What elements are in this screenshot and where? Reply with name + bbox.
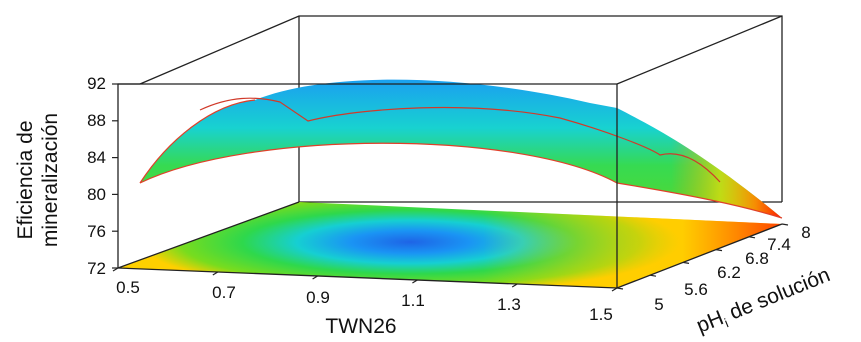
y-axis-ticks: 5 5.6 6.2 6.8 7.4 8 xyxy=(654,223,810,314)
surface-front-edge xyxy=(139,142,618,184)
x-tick-label: 0.7 xyxy=(212,283,236,302)
y-axis-title: pHi de solución xyxy=(693,263,834,340)
x-axis-ticks: 0.5 0.7 0.9 1.1 1.3 1.5 xyxy=(116,278,613,324)
y-tick-mark xyxy=(748,236,756,239)
y-tick-label: 6.8 xyxy=(745,249,769,268)
y-tick-mark xyxy=(715,249,723,252)
y-axis-title-subscript: i xyxy=(722,315,730,330)
y-tick-mark xyxy=(781,223,789,226)
surface-left-edge xyxy=(139,99,256,184)
y-tick-mark xyxy=(682,261,690,264)
x-axis-title: TWN26 xyxy=(325,315,396,338)
z-tick-label: 88 xyxy=(87,111,106,130)
x-tick-mark xyxy=(212,271,219,276)
x-tick-mark xyxy=(611,287,618,292)
y-tick-mark xyxy=(649,274,657,277)
y-tick-label: 5 xyxy=(654,295,663,314)
z-tick-label: 80 xyxy=(87,185,106,204)
z-axis-title-line2: mineralización xyxy=(39,113,62,247)
svg-text:pHi de solución: pHi de solución xyxy=(693,263,834,340)
surface-right-edge xyxy=(616,182,783,219)
z-axis-title-line1: Eficiencia de xyxy=(14,120,37,239)
y-tick-label: 5.6 xyxy=(684,280,708,299)
x-tick-label: 0.9 xyxy=(306,288,330,307)
z-axis-title: Eficiencia de mineralización xyxy=(14,113,62,247)
x-tick-mark xyxy=(112,267,119,272)
x-tick-label: 1.3 xyxy=(497,295,521,314)
y-tick-label: 7.4 xyxy=(767,235,791,254)
contour-floor xyxy=(118,202,782,288)
x-tick-mark xyxy=(511,283,518,288)
y-tick-label: 8 xyxy=(801,223,810,242)
x-tick-label: 1.5 xyxy=(589,305,613,324)
z-tick-label: 72 xyxy=(87,259,106,278)
y-tick-mark xyxy=(616,287,624,290)
x-tick-mark xyxy=(412,279,418,284)
response-surface xyxy=(139,79,783,219)
x-tick-label: 1.1 xyxy=(401,291,425,310)
z-tick-label: 76 xyxy=(87,222,106,241)
y-axis-title-main: pH xyxy=(693,306,727,337)
surface-contour-line xyxy=(199,97,721,183)
tick-marks xyxy=(112,83,789,292)
z-tick-label: 84 xyxy=(87,148,106,167)
z-tick-label: 92 xyxy=(87,74,106,93)
y-tick-label: 6.2 xyxy=(717,263,741,282)
x-tick-mark xyxy=(312,275,318,280)
z-axis-ticks: 72 76 80 84 88 92 xyxy=(87,74,106,278)
x-tick-label: 0.5 xyxy=(116,278,140,297)
